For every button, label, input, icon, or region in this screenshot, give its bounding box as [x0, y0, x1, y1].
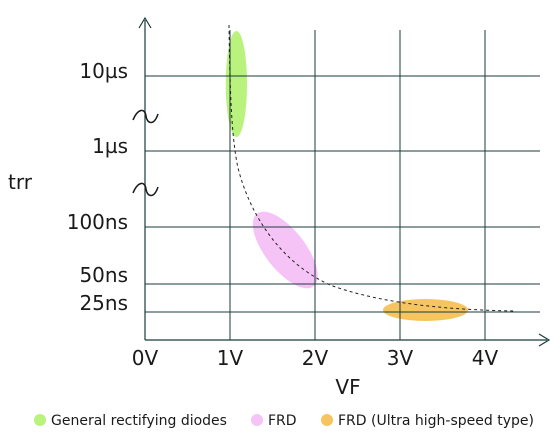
- axis-break-upper: [132, 109, 159, 124]
- y-tick-10us: 10µs: [79, 59, 128, 83]
- x-axis-title: VF: [335, 375, 360, 399]
- legend-swatch-frd-ultra: [321, 414, 333, 426]
- axes: [138, 16, 551, 347]
- grid-layer: [145, 30, 540, 340]
- region-general-rectifying: [225, 31, 247, 137]
- legend: General rectifying diodes FRD FRD (Ultra…: [34, 413, 534, 429]
- legend-swatch-general-rectifying: [34, 414, 46, 426]
- y-tick-labels: 10µs 1µs 100ns 50ns 25ns: [67, 59, 128, 315]
- region-frd: [252, 211, 318, 289]
- legend-label-frd-ultra: FRD (Ultra high-speed type): [338, 413, 534, 429]
- trend-curve: [228, 24, 516, 312]
- legend-label-general-rectifying: General rectifying diodes: [51, 413, 227, 429]
- axis-break-lower: [132, 182, 159, 197]
- y-tick-1us: 1µs: [92, 134, 128, 158]
- legend-swatch-frd: [251, 414, 263, 426]
- x-tick-labels: 0V 1V 2V 3V 4V: [132, 346, 499, 370]
- y-tick-50ns: 50ns: [79, 263, 128, 287]
- x-tick-2v: 2V: [302, 346, 329, 370]
- regions-layer: [225, 31, 468, 321]
- x-axis-arrow: [538, 333, 551, 347]
- region-frd-ultra: [383, 299, 468, 321]
- y-axis-arrow: [138, 16, 152, 29]
- y-tick-25ns: 25ns: [79, 291, 128, 315]
- y-axis-title: trr: [8, 170, 33, 194]
- legend-label-frd: FRD: [268, 413, 297, 429]
- x-tick-1v: 1V: [217, 346, 244, 370]
- axis-breaks: [132, 109, 159, 197]
- x-tick-3v: 3V: [387, 346, 414, 370]
- x-tick-0v: 0V: [132, 346, 159, 370]
- x-tick-4v: 4V: [472, 346, 499, 370]
- y-tick-100ns: 100ns: [67, 210, 128, 234]
